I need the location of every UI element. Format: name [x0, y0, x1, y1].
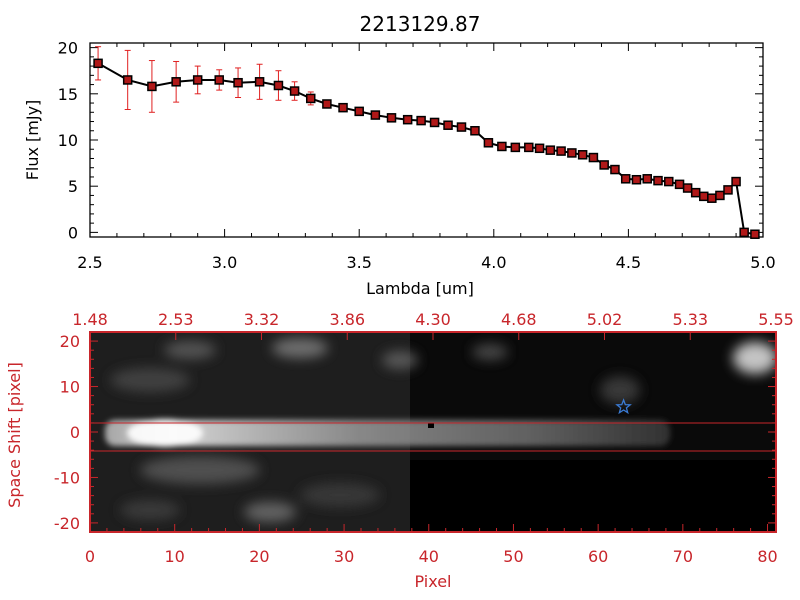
image-y-tick-label: -10 [54, 468, 80, 487]
spectrum-ticks: 2.5 3.0 3.5 4.0 4.5 5.0 0 5 10 15 20 [58, 39, 776, 272]
data-point [707, 193, 717, 203]
data-point [545, 145, 556, 155]
data-point [370, 110, 381, 120]
data-point [723, 185, 733, 195]
image-top-tick-label: 5.02 [587, 310, 623, 329]
image-x-axis-label: Pixel [414, 572, 451, 591]
star-marker-icon [615, 398, 632, 415]
data-point [443, 120, 453, 130]
image-top-tick-label: 4.68 [501, 310, 537, 329]
data-point [715, 190, 725, 201]
data-point [674, 179, 685, 190]
data-point [254, 77, 265, 87]
image-x-tick-label: 10 [165, 547, 185, 566]
spectrum-y-tick-label: 0 [68, 223, 78, 242]
data-point [470, 126, 480, 136]
data-point [305, 93, 316, 104]
image-top-tick-label: 2.53 [158, 310, 194, 329]
spectrum-x-axis-label: Lambda [um] [366, 279, 474, 298]
data-point [147, 81, 157, 92]
data-point [233, 77, 243, 88]
chart-title: 2213129.87 [360, 12, 481, 36]
data-point [93, 58, 103, 69]
image-y-tick-label: 0 [70, 423, 80, 442]
image-y-tick-label: 20 [60, 332, 80, 351]
image-x-tick-label: 50 [503, 547, 523, 566]
data-point [739, 227, 749, 238]
image-top-tick-label: 5.55 [758, 310, 794, 329]
data-point [599, 160, 609, 170]
data-point [483, 138, 494, 148]
spectrum-x-tick-label: 3.0 [212, 253, 237, 272]
data-point [273, 80, 284, 91]
spectrum-markers [93, 58, 760, 239]
data-point [588, 152, 599, 163]
image-x-tick-label: 40 [419, 547, 439, 566]
data-point [386, 113, 397, 123]
spectrum-y-tick-label: 15 [58, 85, 78, 104]
data-point [456, 122, 467, 132]
spectrum-y-tick-label: 5 [68, 177, 78, 196]
spectrum-x-tick-label: 2.5 [77, 253, 102, 272]
data-point [171, 77, 181, 87]
spectrum-y-tick-label: 20 [58, 39, 78, 58]
image-x-tick-label: 80 [757, 547, 777, 566]
spectrum-y-tick-label: 10 [58, 131, 78, 150]
data-point [497, 141, 507, 152]
data-point [750, 229, 760, 239]
data-point [682, 183, 693, 193]
image-x-tick-label: 0 [85, 547, 95, 566]
data-point [192, 75, 203, 85]
data-point [524, 142, 534, 153]
data-point [510, 142, 521, 153]
spectrum-x-tick-label: 4.0 [481, 253, 506, 272]
data-point [567, 148, 577, 158]
image-top-tick-label: 3.86 [329, 310, 365, 329]
image-x-tick-label: 20 [249, 547, 269, 566]
data-point [664, 176, 674, 187]
data-point [620, 174, 631, 184]
data-point [690, 187, 701, 198]
spectrum-frame [89, 42, 764, 238]
image-x-tick-label: 70 [673, 547, 693, 566]
data-point [610, 164, 620, 175]
data-point [577, 150, 588, 160]
data-point [631, 174, 642, 185]
image-x-tick-label: 30 [334, 547, 354, 566]
data-point [731, 176, 741, 187]
spectrum-x-tick-label: 5.0 [750, 253, 775, 272]
image-ticks: 0 10 20 30 40 50 60 70 80 1.48 2.53 3.32 3.86 4.30 4.6… [54, 310, 794, 566]
data-point [122, 75, 133, 85]
data-point [642, 174, 652, 184]
data-point [354, 106, 364, 117]
data-point [429, 117, 440, 128]
image-x-tick-label: 60 [588, 547, 608, 566]
image-top-tick-label: 4.30 [415, 310, 451, 329]
image-y-axis-label: Space Shift [pixel] [5, 362, 24, 508]
data-point [699, 191, 709, 202]
data-point [322, 99, 332, 109]
data-point [534, 143, 545, 154]
spectrum-line [97, 62, 756, 236]
spectral-image [90, 332, 776, 532]
data-point [653, 175, 663, 186]
data-point [289, 86, 300, 96]
data-point [402, 114, 413, 125]
spectrum-x-tick-label: 3.5 [346, 253, 371, 272]
data-point [416, 115, 426, 126]
image-y-tick-label: 10 [60, 378, 80, 397]
data-point [214, 75, 224, 85]
spectrum-x-tick-label: 4.5 [616, 253, 641, 272]
data-point [556, 146, 566, 156]
data-point [338, 102, 348, 113]
image-top-tick-label: 3.32 [244, 310, 280, 329]
image-top-tick-label: 1.48 [72, 310, 108, 329]
image-y-tick-label: -20 [54, 514, 80, 533]
spectrum-y-axis-label: Flux [mJy] [23, 100, 42, 181]
image-top-tick-label: 5.33 [672, 310, 708, 329]
